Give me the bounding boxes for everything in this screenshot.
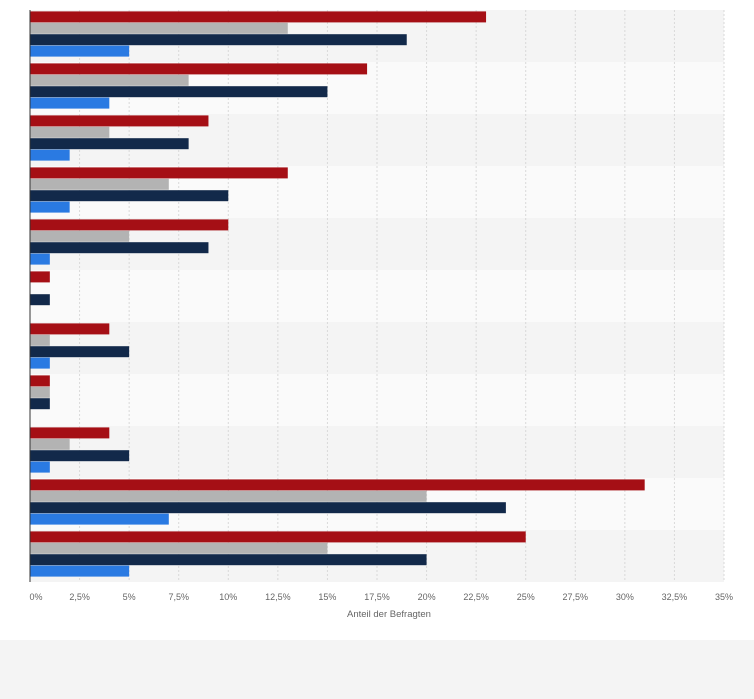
x-tick-label: 22,5% bbox=[463, 592, 489, 602]
bar[interactable] bbox=[30, 242, 209, 254]
bar[interactable] bbox=[30, 138, 189, 150]
bar[interactable] bbox=[30, 357, 50, 369]
bar[interactable] bbox=[30, 513, 169, 525]
x-tick-label: 2,5% bbox=[69, 592, 90, 602]
bar[interactable] bbox=[30, 375, 50, 387]
bar[interactable] bbox=[30, 190, 229, 202]
bar[interactable] bbox=[30, 11, 487, 23]
x-tick-label: 5% bbox=[123, 592, 136, 602]
x-tick-label: 32,5% bbox=[662, 592, 688, 602]
bar[interactable] bbox=[30, 63, 368, 75]
bar[interactable] bbox=[30, 398, 50, 410]
bar[interactable] bbox=[30, 554, 427, 566]
x-tick-label: 30% bbox=[616, 592, 634, 602]
bar[interactable] bbox=[30, 22, 288, 34]
bar[interactable] bbox=[30, 334, 50, 346]
bar[interactable] bbox=[30, 461, 50, 473]
bar[interactable] bbox=[30, 86, 328, 98]
x-tick-label: 35% bbox=[715, 592, 733, 602]
x-tick-label: 15% bbox=[318, 592, 336, 602]
bar[interactable] bbox=[30, 45, 130, 57]
bar[interactable] bbox=[30, 74, 189, 86]
bar[interactable] bbox=[30, 438, 70, 450]
x-tick-label: 27,5% bbox=[563, 592, 589, 602]
bar[interactable] bbox=[30, 167, 288, 179]
x-tick-label: 12,5% bbox=[265, 592, 291, 602]
bar[interactable] bbox=[30, 490, 427, 502]
bar[interactable] bbox=[30, 346, 130, 358]
x-axis-title: Anteil der Befragten bbox=[347, 609, 431, 620]
bar[interactable] bbox=[30, 97, 110, 109]
bar[interactable] bbox=[30, 565, 130, 577]
x-tick-label: 0% bbox=[29, 592, 42, 602]
x-tick-label: 7,5% bbox=[168, 592, 189, 602]
x-tick-label: 10% bbox=[219, 592, 237, 602]
bar[interactable] bbox=[30, 253, 50, 265]
bar[interactable] bbox=[30, 126, 110, 138]
bar[interactable] bbox=[30, 201, 70, 213]
x-tick-label: 20% bbox=[418, 592, 436, 602]
bar[interactable] bbox=[30, 219, 229, 231]
bars bbox=[30, 11, 645, 577]
bar[interactable] bbox=[30, 115, 209, 127]
bar[interactable] bbox=[30, 531, 526, 543]
chart-area: 0% 2,5% 5% 7,5% 10% 12,5% 15% 17,5% 20% 22,5% 25% 2… bbox=[0, 0, 754, 640]
bar[interactable] bbox=[30, 230, 130, 242]
bar[interactable] bbox=[30, 450, 130, 462]
bar[interactable] bbox=[30, 271, 50, 283]
bar[interactable] bbox=[30, 323, 110, 335]
bar[interactable] bbox=[30, 386, 50, 398]
bar[interactable] bbox=[30, 34, 407, 46]
bar[interactable] bbox=[30, 542, 328, 554]
bar-chart: 0% 2,5% 5% 7,5% 10% 12,5% 15% 17,5% 20% 22,5% 25% 2… bbox=[29, 10, 733, 620]
bar[interactable] bbox=[30, 427, 110, 439]
x-tick-label: 25% bbox=[517, 592, 535, 602]
bar[interactable] bbox=[30, 178, 169, 190]
bar[interactable] bbox=[30, 294, 50, 306]
bar[interactable] bbox=[30, 479, 645, 491]
x-tick-label: 17,5% bbox=[364, 592, 390, 602]
x-tick-labels: 0% 2,5% 5% 7,5% 10% 12,5% 15% 17,5% 20% 22,5% 25% 2… bbox=[29, 592, 733, 602]
bar[interactable] bbox=[30, 502, 506, 514]
bar[interactable] bbox=[30, 149, 70, 161]
